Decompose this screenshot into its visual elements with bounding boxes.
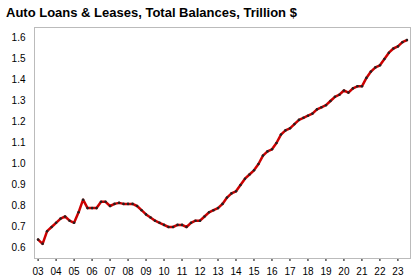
svg-text:23: 23: [392, 266, 404, 277]
svg-text:09: 09: [140, 266, 152, 277]
svg-text:08: 08: [122, 266, 134, 277]
svg-text:1.5: 1.5: [12, 53, 26, 64]
svg-text:11: 11: [177, 266, 188, 277]
svg-text:1.6: 1.6: [12, 32, 26, 43]
svg-text:1.3: 1.3: [12, 95, 26, 106]
svg-text:14: 14: [230, 266, 242, 277]
svg-text:17: 17: [284, 266, 296, 277]
svg-text:18: 18: [302, 266, 314, 277]
svg-text:1.4: 1.4: [12, 74, 26, 85]
svg-text:06: 06: [87, 266, 99, 277]
svg-text:03: 03: [33, 266, 45, 277]
svg-text:0.7: 0.7: [12, 221, 26, 232]
svg-text:1.2: 1.2: [12, 116, 26, 127]
svg-text:20: 20: [338, 266, 350, 277]
svg-text:21: 21: [356, 266, 368, 277]
svg-text:10: 10: [158, 266, 170, 277]
svg-text:0.6: 0.6: [12, 242, 26, 253]
svg-text:05: 05: [69, 266, 81, 277]
svg-text:04: 04: [51, 266, 63, 277]
svg-text:19: 19: [320, 266, 332, 277]
svg-text:22: 22: [374, 266, 386, 277]
svg-text:1.0: 1.0: [12, 158, 26, 169]
svg-text:15: 15: [248, 266, 260, 277]
svg-text:07: 07: [104, 266, 116, 277]
svg-text:16: 16: [266, 266, 278, 277]
svg-text:0.9: 0.9: [12, 179, 26, 190]
svg-text:1.1: 1.1: [12, 137, 26, 148]
html-text:Auto Loans & Leases, Total Bal: Auto Loans & Leases, Total Balances, Tri…: [6, 5, 297, 20]
svg-text:13: 13: [212, 266, 224, 277]
svg-text:12: 12: [194, 266, 206, 277]
svg-text:0.8: 0.8: [12, 200, 26, 211]
